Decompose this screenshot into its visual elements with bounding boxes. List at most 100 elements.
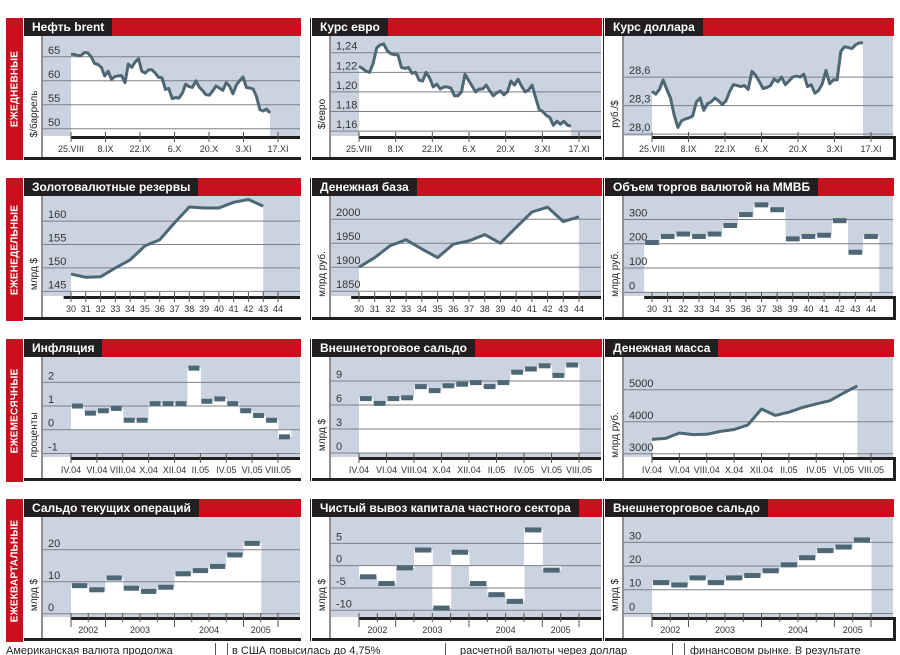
bar-fill (738, 215, 754, 293)
y-tick-label: -5 (336, 576, 346, 588)
step-mark (176, 571, 191, 576)
panel-bottom-border (312, 317, 602, 320)
bar-fill (373, 403, 387, 453)
bar-fill (209, 566, 227, 613)
x-tick-label: 31 (663, 304, 673, 314)
y-tick-label: 28,3 (629, 94, 650, 106)
y-tick-label: 150 (48, 256, 66, 268)
bar-fill (455, 384, 469, 453)
panel-divider (310, 178, 311, 320)
bar-fill (71, 406, 84, 430)
x-tick-label: 40 (803, 304, 813, 314)
bar-fill (675, 234, 691, 292)
bar-fill (428, 391, 442, 453)
x-tick-label: VI.04 (376, 465, 397, 475)
panel-right-border (893, 136, 896, 160)
step-mark (799, 555, 815, 560)
x-tick-label: 44 (574, 304, 584, 314)
panel-bottom-border (605, 157, 894, 160)
bar-fill (707, 583, 726, 614)
bar-fill (359, 399, 373, 453)
x-tick-label: 33 (401, 304, 411, 314)
x-tick-label: 42 (835, 304, 845, 314)
y-tick-label: 20 (629, 554, 641, 566)
step-mark (507, 599, 523, 604)
step-mark (692, 234, 706, 239)
bar-fill (175, 574, 193, 614)
step-mark (836, 545, 852, 550)
x-tick-label: XII.04 (457, 465, 481, 475)
step-mark (817, 548, 833, 553)
bar-fill (469, 383, 483, 453)
footer-divider (227, 643, 228, 655)
footer-text-4: финансовом рынке. В результате (690, 645, 900, 655)
y-tick-label: 1,22 (336, 60, 357, 72)
step-mark (210, 564, 225, 569)
step-mark (864, 234, 878, 239)
step-mark (227, 401, 238, 406)
x-tick-label: 2002 (78, 625, 98, 635)
x-tick-label: II.05 (192, 465, 210, 475)
step-mark (111, 406, 122, 411)
bar-fill (816, 551, 835, 614)
step-mark (525, 367, 537, 372)
bar-fill (538, 366, 552, 453)
panel-bottom-border (24, 638, 301, 641)
x-tick-label: 17.XI (568, 144, 589, 154)
bar-fill (565, 365, 579, 453)
step-mark (484, 384, 496, 389)
x-tick-label: X.04 (432, 465, 451, 475)
step-mark (279, 434, 290, 439)
y-tick-label: 28,0 (629, 122, 650, 134)
step-mark (781, 562, 797, 567)
x-axis-line (652, 457, 893, 460)
step-mark (388, 396, 400, 401)
y-axis-label: млрд $ (317, 578, 328, 611)
bar-fill (213, 399, 226, 430)
bar-fill (71, 586, 89, 614)
bar-fill (506, 566, 525, 602)
y-axis-label: млрд руб. (609, 251, 621, 297)
chart-title: Внешнеторговое сальдо (312, 339, 475, 357)
bar-fill (110, 408, 123, 429)
bar-fill (432, 566, 451, 608)
chart-title-bar: Курс евро (312, 18, 602, 36)
y-tick-label: 0 (336, 554, 342, 566)
x-tick-label: 2002 (660, 625, 680, 635)
y-tick-label: 0 (48, 418, 54, 430)
x-tick-label: VI.05 (242, 465, 263, 475)
bar-fill (140, 591, 158, 613)
chart-title: Внешнеторговое сальдо (605, 499, 768, 517)
x-tick-label: 20.X (496, 144, 515, 154)
y-axis-label: млрд $ (610, 578, 621, 611)
y-tick-label: 1900 (336, 255, 360, 267)
bar-fill (97, 411, 110, 430)
step-mark (253, 413, 264, 418)
y-tick-label: 3000 (629, 442, 653, 454)
x-tick-label: 6.X (755, 144, 769, 154)
y-tick-label: 1850 (336, 279, 360, 291)
y-axis-label: руб./$ (609, 100, 621, 128)
x-axis-line (359, 457, 601, 460)
ylabel-strip (312, 36, 330, 160)
y-tick-label: 1,20 (336, 80, 357, 92)
step-mark (525, 527, 541, 532)
x-tick-label: XII.04 (163, 465, 187, 475)
chart-title-bar: Объем торгов валютой на ММВБ (605, 178, 894, 196)
chart-title-bar: Курс доллара (605, 18, 894, 36)
x-tick-label: II.05 (488, 465, 506, 475)
y-tick-label: 160 (48, 209, 66, 221)
bar-fill (552, 375, 566, 453)
y-tick-label: 4000 (629, 410, 653, 422)
x-tick-label: 2005 (843, 625, 863, 635)
bar-fill (175, 404, 188, 430)
step-mark (817, 233, 831, 238)
bar-fill (239, 411, 252, 430)
